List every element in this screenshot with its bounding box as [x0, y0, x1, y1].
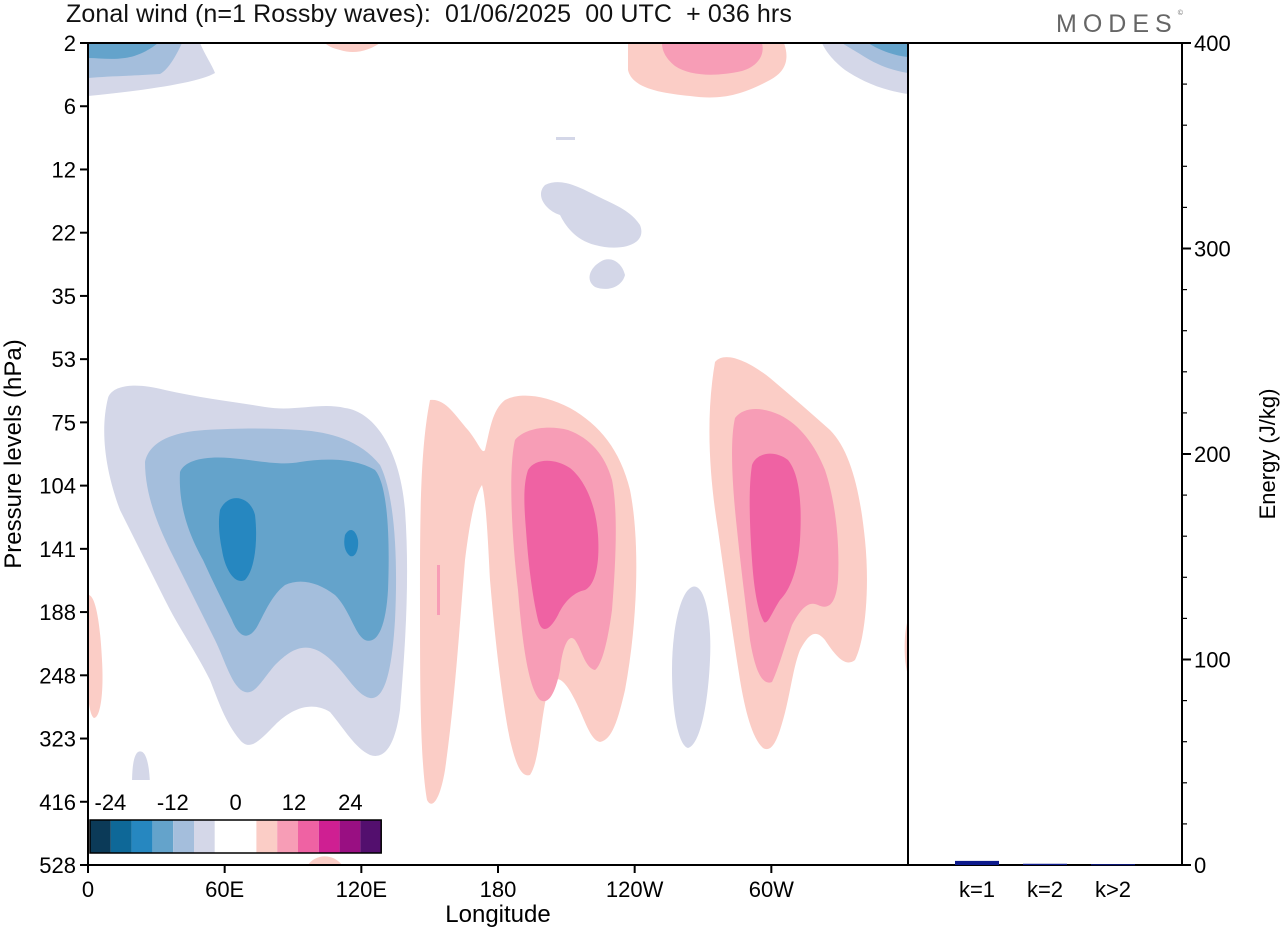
y-tick-label-75: 75	[52, 410, 76, 435]
y-tick-label-22: 22	[52, 221, 76, 246]
y-tick-label-53: 53	[52, 347, 76, 372]
colorbar-swatch-13	[360, 820, 382, 853]
y-tick-label-141: 141	[39, 537, 76, 562]
y-tick-label-416: 416	[39, 790, 76, 815]
contour-field	[88, 43, 908, 865]
contour-pos-sliver	[437, 565, 440, 615]
contour-neg-low-2	[672, 586, 711, 748]
energy-bar-2	[1091, 864, 1135, 866]
y-tick-label-12: 12	[52, 157, 76, 182]
energy-category-label-0: k=1	[959, 877, 995, 902]
contour-neg-strat-2	[589, 259, 625, 289]
y-tick-label-2: 2	[64, 31, 76, 56]
brand-name: MODES	[1056, 10, 1178, 38]
colorbar-label-4: 24	[338, 790, 362, 815]
colorbar-swatch-11	[318, 820, 340, 853]
energy-tick-label-200: 200	[1194, 442, 1231, 467]
contour-neg-top-right-3	[868, 43, 908, 57]
colorbar-swatch-2	[131, 820, 153, 853]
y-axis-right: 0 100 200 300 400	[1182, 31, 1231, 878]
contour-neg-main-4b	[344, 529, 359, 557]
colorbar-swatch-12	[339, 820, 361, 853]
y-axis-left: 2 6 12 22 35 53 75 104 141 188 248 323 416 528	[39, 31, 88, 878]
colorbar-swatch-4	[173, 820, 194, 853]
bar-panel-frame	[907, 42, 1183, 866]
y-tick-label-35: 35	[52, 284, 76, 309]
energy-category-label-2: k>2	[1095, 877, 1131, 902]
colorbar-label-0: -24	[95, 790, 127, 815]
contour-pos-a-3	[524, 460, 599, 630]
energy-tick-label-100: 100	[1194, 648, 1231, 673]
x-tick-label-5: 60W	[749, 877, 794, 902]
colorbar-swatch-8	[256, 820, 278, 853]
colorbar-swatch-6	[214, 820, 236, 853]
y-tick-label-323: 323	[39, 727, 76, 752]
x-tick-label-3: 180	[480, 877, 517, 902]
energy-tick-label-300: 300	[1194, 237, 1231, 262]
y-tick-label-528: 528	[39, 853, 76, 878]
colorbar-outline	[89, 819, 382, 854]
x-axis: 0 60E 120E 180 120W 60W	[82, 865, 794, 902]
energy-tick-label-0: 0	[1194, 853, 1206, 878]
energy-tick-label-400: 400	[1194, 31, 1231, 56]
energy-bar-1	[1023, 863, 1067, 865]
contour-pos-top-small	[325, 43, 380, 53]
brand-logo: MODES©	[1056, 10, 1183, 39]
contour-pos-top-2	[662, 43, 763, 75]
y-tick-label-104: 104	[39, 474, 76, 499]
colorbar: -24 -12 0 12 24	[88, 780, 384, 855]
colorbar-swatch-0	[90, 820, 111, 853]
colorbar-label-1: -12	[157, 790, 189, 815]
x-tick-label-4: 120W	[606, 877, 664, 902]
colorbar-label-2: 0	[229, 790, 241, 815]
x-tick-label-1: 60E	[205, 877, 244, 902]
y-tick-label-6: 6	[64, 94, 76, 119]
colorbar-swatch-7	[235, 820, 257, 853]
x-tick-label-0: 0	[82, 877, 94, 902]
energy-bar-0	[955, 860, 999, 865]
energy-bars: k=1 k=2 k>2	[955, 860, 1135, 902]
y-tick-label-188: 188	[39, 600, 76, 625]
contour-neg-strat-1	[540, 182, 642, 248]
energy-category-label-1: k=2	[1027, 877, 1063, 902]
colorbar-label-3: 12	[282, 790, 306, 815]
x-tick-label-2: 120E	[336, 877, 387, 902]
contour-pos-b-3	[749, 453, 801, 623]
y-tick-label-248: 248	[39, 663, 76, 688]
contour-pos-left-edge	[88, 594, 103, 718]
contour-neg-strat-3	[556, 137, 575, 140]
energy-axis-label: Energy (J/kg)	[1255, 389, 1280, 520]
x-axis-label: Longitude	[445, 901, 550, 928]
y-axis-label: Pressure levels (hPa)	[0, 339, 27, 568]
colorbar-swatch-5	[194, 820, 215, 853]
contour-neg-main-4a	[218, 498, 257, 581]
colorbar-swatch-9	[277, 820, 298, 853]
colorbar-swatch-10	[298, 820, 319, 853]
brand-mark: ©	[1177, 10, 1183, 17]
colorbar-swatch-3	[152, 820, 174, 853]
contour-pos-bottom	[308, 856, 342, 865]
chart-title: Zonal wind (n=1 Rossby waves): 01/06/202…	[66, 0, 792, 28]
contour-neg-top-left-3	[88, 43, 158, 59]
colorbar-swatch-1	[110, 820, 132, 853]
